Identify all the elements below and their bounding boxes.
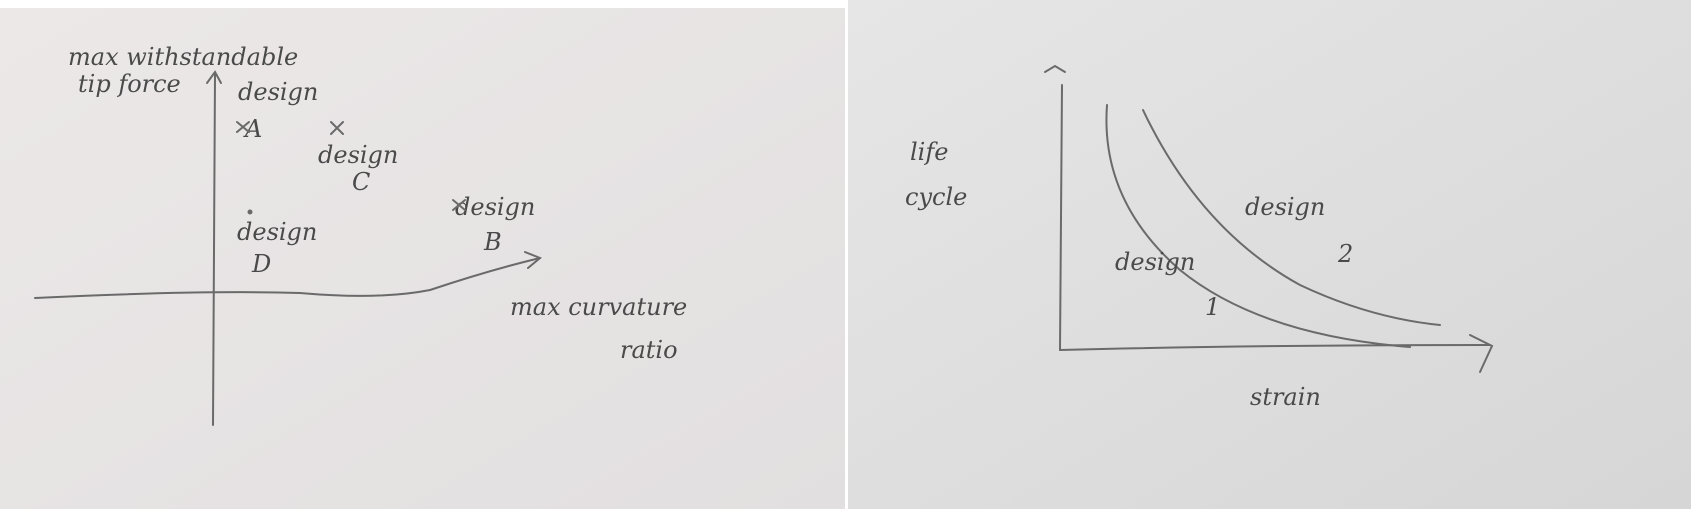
- point-marker: [452, 199, 466, 211]
- y-label: max withstandable: [68, 43, 298, 71]
- y-axis: [212, 74, 216, 426]
- point-label: B: [483, 228, 502, 256]
- y-axis: [1059, 84, 1063, 351]
- point-label: design: [238, 78, 318, 106]
- point-label: D: [251, 250, 271, 278]
- curve-label: 1: [1205, 293, 1220, 321]
- x-arrow: [1469, 334, 1494, 373]
- x-arrow: [524, 251, 542, 269]
- point-marker: [247, 209, 253, 215]
- x-label: max curvature: [510, 293, 687, 321]
- curve-label: design: [1245, 193, 1325, 221]
- curve: [1105, 104, 1411, 348]
- point-label: design: [237, 218, 317, 246]
- y-arrow: [206, 70, 222, 84]
- x-axis: [1059, 344, 1491, 351]
- curve-label: design: [1115, 248, 1195, 276]
- x-axis: [34, 257, 541, 299]
- right-sketch: life cycle strain design 1 design 2: [905, 64, 1494, 411]
- y-arrow: [1044, 64, 1066, 73]
- curve-label: 2: [1337, 240, 1353, 268]
- x-label: strain: [1250, 383, 1321, 411]
- left-paper: [0, 8, 845, 509]
- point-label: design: [455, 193, 535, 221]
- y-label: tip force: [78, 70, 181, 98]
- left-sketch: max withstandable tip force max curvatur…: [34, 43, 687, 426]
- right-paper: [848, 0, 1691, 509]
- point-label: design: [318, 141, 398, 169]
- point-label: C: [352, 168, 370, 196]
- point-marker: [330, 121, 344, 135]
- point-marker: [236, 121, 250, 133]
- x-label: ratio: [620, 336, 678, 364]
- y-label: life: [910, 138, 948, 166]
- y-label: cycle: [905, 183, 967, 211]
- curve: [1142, 109, 1441, 326]
